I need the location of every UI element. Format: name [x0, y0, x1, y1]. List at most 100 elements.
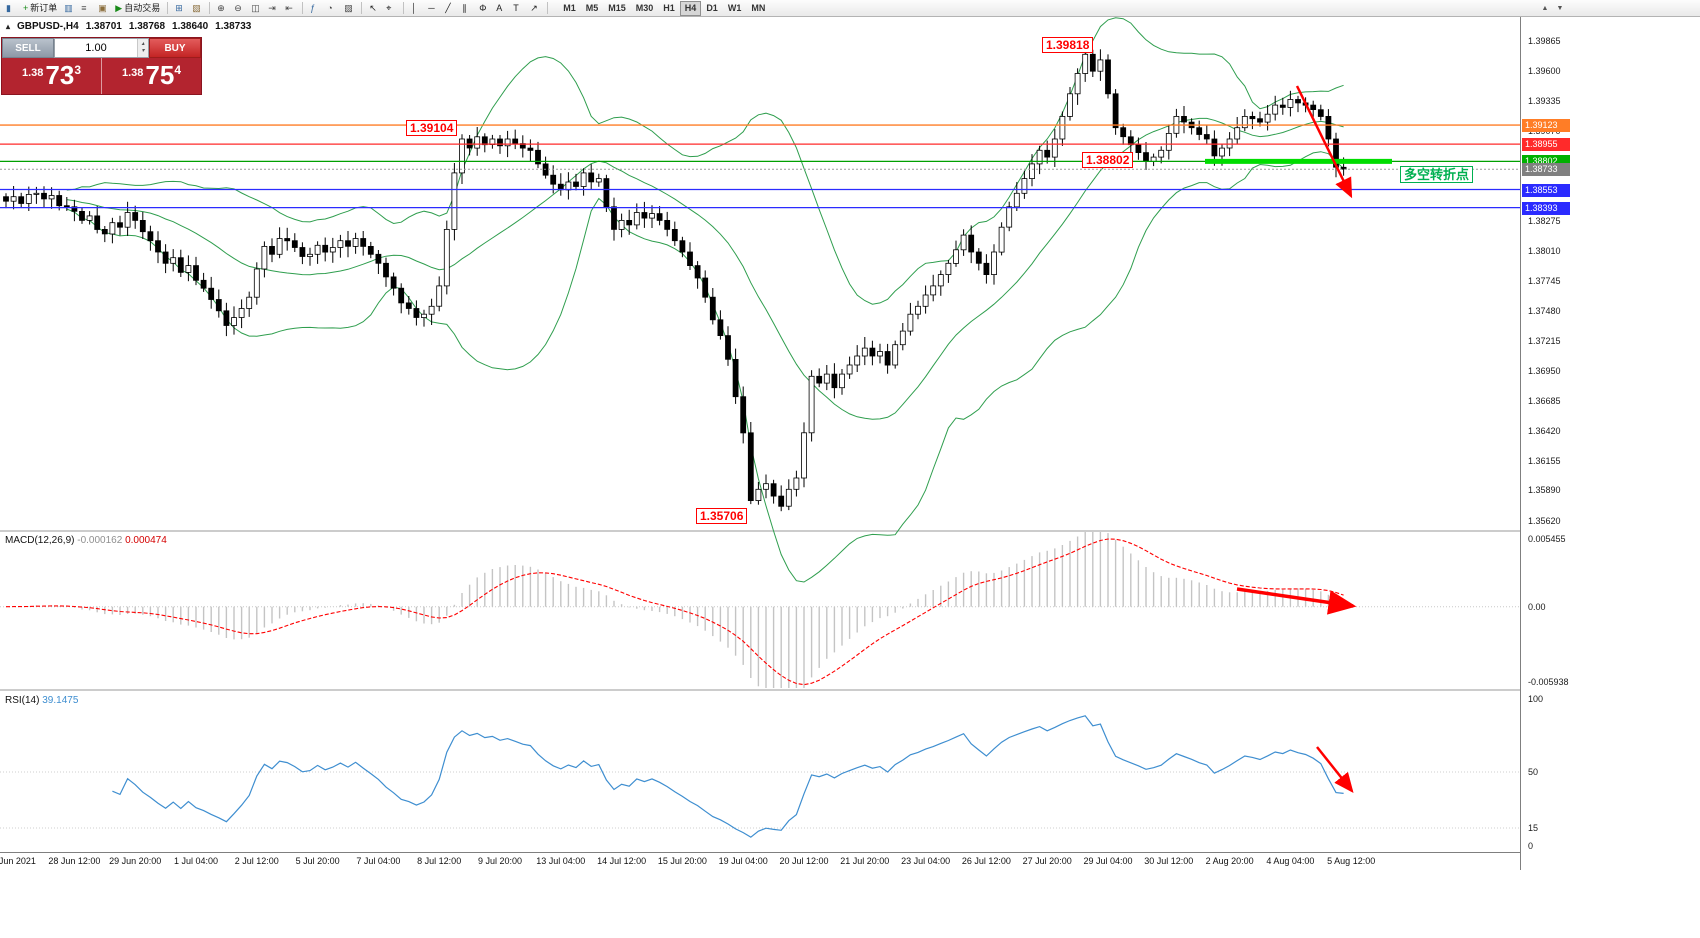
- sell-button[interactable]: SELL: [2, 38, 54, 58]
- price-tick-label: 1.36155: [1528, 455, 1561, 466]
- timeframe-h4-button[interactable]: H4: [679, 0, 702, 16]
- data-window-button[interactable]: ▣: [95, 1, 111, 16]
- horizontal-line-button[interactable]: ─: [425, 1, 441, 16]
- profiles-icon: ▧: [192, 2, 201, 13]
- time-axis-label: 20 Jul 12:00: [779, 856, 829, 866]
- arrow-marker-icon: ↗: [530, 2, 538, 13]
- time-axis-label: 27 Jul 20:00: [1022, 856, 1072, 866]
- price-tick-label: 1.36420: [1528, 425, 1561, 436]
- symbol-period: GBPUSD-,H4: [17, 21, 79, 32]
- text-label-button[interactable]: T: [510, 1, 526, 16]
- zoom-in-button[interactable]: ⊕: [214, 1, 230, 16]
- rsi-scale-label: 50: [1528, 767, 1539, 777]
- indicators-button[interactable]: ƒ: [307, 1, 323, 16]
- terminal-button[interactable]: ▮: [3, 1, 19, 16]
- channel-icon: ∥: [462, 2, 467, 13]
- timeframe-m15-button[interactable]: M15: [603, 1, 631, 16]
- timeframe-mn-button[interactable]: MN: [746, 1, 770, 16]
- volume-spinner[interactable]: ▴ ▾: [137, 39, 148, 57]
- trendline-button[interactable]: ╱: [442, 1, 458, 16]
- time-axis-label: 8 Jul 12:00: [417, 856, 462, 866]
- new-chart-button[interactable]: ⊞: [172, 1, 188, 16]
- fibonacci-button[interactable]: Φ: [476, 1, 492, 16]
- price-tick-label: 1.37480: [1528, 305, 1561, 316]
- toolbar-scrolls: ▲ ▼: [1538, 1, 1697, 15]
- horizontal-price-lines: [0, 124, 1520, 209]
- turning-point-label: 多空转折点: [1400, 166, 1474, 183]
- price-tick-label: 1.35890: [1528, 485, 1561, 496]
- charts-button[interactable]: ▥: [61, 1, 77, 16]
- scroll-down-button[interactable]: ▼: [1553, 1, 1567, 15]
- cursor-button[interactable]: ↖: [366, 1, 382, 16]
- time-axis-label: 15 Jul 20:00: [657, 856, 707, 866]
- one-click-controls: SELL ▴▾ BUY: [2, 38, 201, 58]
- bid-ask-display: 1.38 73 3 1.38 75 4: [2, 58, 201, 94]
- volume-input[interactable]: [55, 39, 148, 57]
- time-axis-label: 23 Jul 04:00: [901, 856, 951, 866]
- timeframe-m5-button[interactable]: M5: [581, 1, 604, 16]
- time-axis[interactable]: 5 Jun 2021 28 Jun 12:00 29 Jun 20:00 1 Jul …: [0, 852, 1520, 872]
- bar-chart-icon: ▥: [64, 2, 73, 13]
- text-button[interactable]: A: [493, 1, 509, 16]
- data-window-icon: ▣: [98, 2, 107, 13]
- bar-low: 1.38640: [172, 21, 209, 32]
- templates-button[interactable]: ▨: [341, 1, 357, 16]
- timeframe-w1-button[interactable]: W1: [723, 1, 747, 16]
- bar-close: 1.38733: [215, 21, 252, 32]
- price-tick-label: 1.38275: [1528, 215, 1561, 226]
- periods-button[interactable]: ◔: [324, 1, 340, 16]
- market-watch-button[interactable]: ≡: [78, 1, 94, 16]
- ask-price[interactable]: 1.38 75 4: [101, 58, 201, 94]
- spinner-down-icon[interactable]: ▾: [141, 48, 145, 54]
- time-axis-label: 13 Jul 04:00: [536, 856, 586, 866]
- red-arrow: [1295, 85, 1353, 199]
- new-order-button[interactable]: + 新订单: [20, 1, 60, 16]
- vertical-line-icon: │: [411, 2, 417, 13]
- profiles-button[interactable]: ▧: [189, 1, 205, 16]
- zoom-out-button[interactable]: ⊖: [231, 1, 247, 16]
- timeframe-d1-button[interactable]: D1: [701, 1, 723, 16]
- symbol-triangle-icon: ▴: [6, 22, 11, 31]
- timeframe-h1-button[interactable]: H1: [658, 1, 680, 16]
- vertical-line-button[interactable]: │: [408, 1, 424, 16]
- bid-price[interactable]: 1.38 73 3: [21, 60, 82, 90]
- macd-scale-label: 0.005455: [1528, 534, 1566, 544]
- rsi-label: RSI(14) 39.1475: [5, 695, 79, 706]
- tile-windows-button[interactable]: ◫: [248, 1, 264, 16]
- toolbar-separator: [302, 2, 304, 14]
- price-scale[interactable]: 1.398651.396001.393351.390701.388051.385…: [1520, 17, 1700, 870]
- time-axis-label: 7 Jul 04:00: [356, 856, 401, 866]
- timeframe-m30-button[interactable]: M30: [631, 1, 659, 16]
- bar-open: 1.38701: [85, 21, 122, 32]
- price-tick-label: 1.38010: [1528, 245, 1561, 256]
- auto-scroll-icon: ⇥: [268, 2, 276, 13]
- time-axis-label: 4 Aug 04:00: [1266, 856, 1315, 866]
- buy-button[interactable]: BUY: [149, 38, 201, 58]
- channel-button[interactable]: ∥: [459, 1, 475, 16]
- crosshair-icon: ⌖: [386, 2, 392, 13]
- price-chart[interactable]: [0, 17, 1520, 870]
- chart-shift-button[interactable]: ⇤: [282, 1, 298, 16]
- arrows-button[interactable]: ↗: [527, 1, 543, 16]
- time-axis-label: 29 Jun 20:00: [109, 856, 162, 866]
- price-annotation: 1.38802: [1082, 152, 1134, 168]
- macd-label: MACD(12,26,9) -0.000162 0.000474: [5, 535, 167, 546]
- price-annotation: 1.39818: [1042, 37, 1094, 53]
- price-annotation: 1.35706: [696, 508, 748, 524]
- tile-windows-icon: ◫: [251, 2, 260, 13]
- text-icon: A: [496, 2, 503, 13]
- text-label-icon: T: [513, 2, 519, 13]
- price-tick-label: 1.36950: [1528, 365, 1561, 376]
- price-tick-label: 1.39335: [1528, 96, 1561, 107]
- auto-scroll-button[interactable]: ⇥: [265, 1, 281, 16]
- autotrading-button[interactable]: ▶ 自动交易: [112, 1, 163, 16]
- timeframe-m1-button[interactable]: M1: [558, 1, 581, 16]
- templates-icon: ▨: [344, 2, 353, 13]
- price-tick-label: 1.36685: [1528, 395, 1561, 406]
- crosshair-button[interactable]: ⌖: [383, 1, 399, 16]
- macd-signal-line: [5, 538, 1344, 686]
- scroll-up-button[interactable]: ▲: [1538, 1, 1552, 15]
- spinner-up-icon[interactable]: ▴: [141, 41, 145, 47]
- time-axis-label: 5 Aug 12:00: [1327, 856, 1376, 866]
- new-chart-icon: ⊞: [175, 2, 183, 13]
